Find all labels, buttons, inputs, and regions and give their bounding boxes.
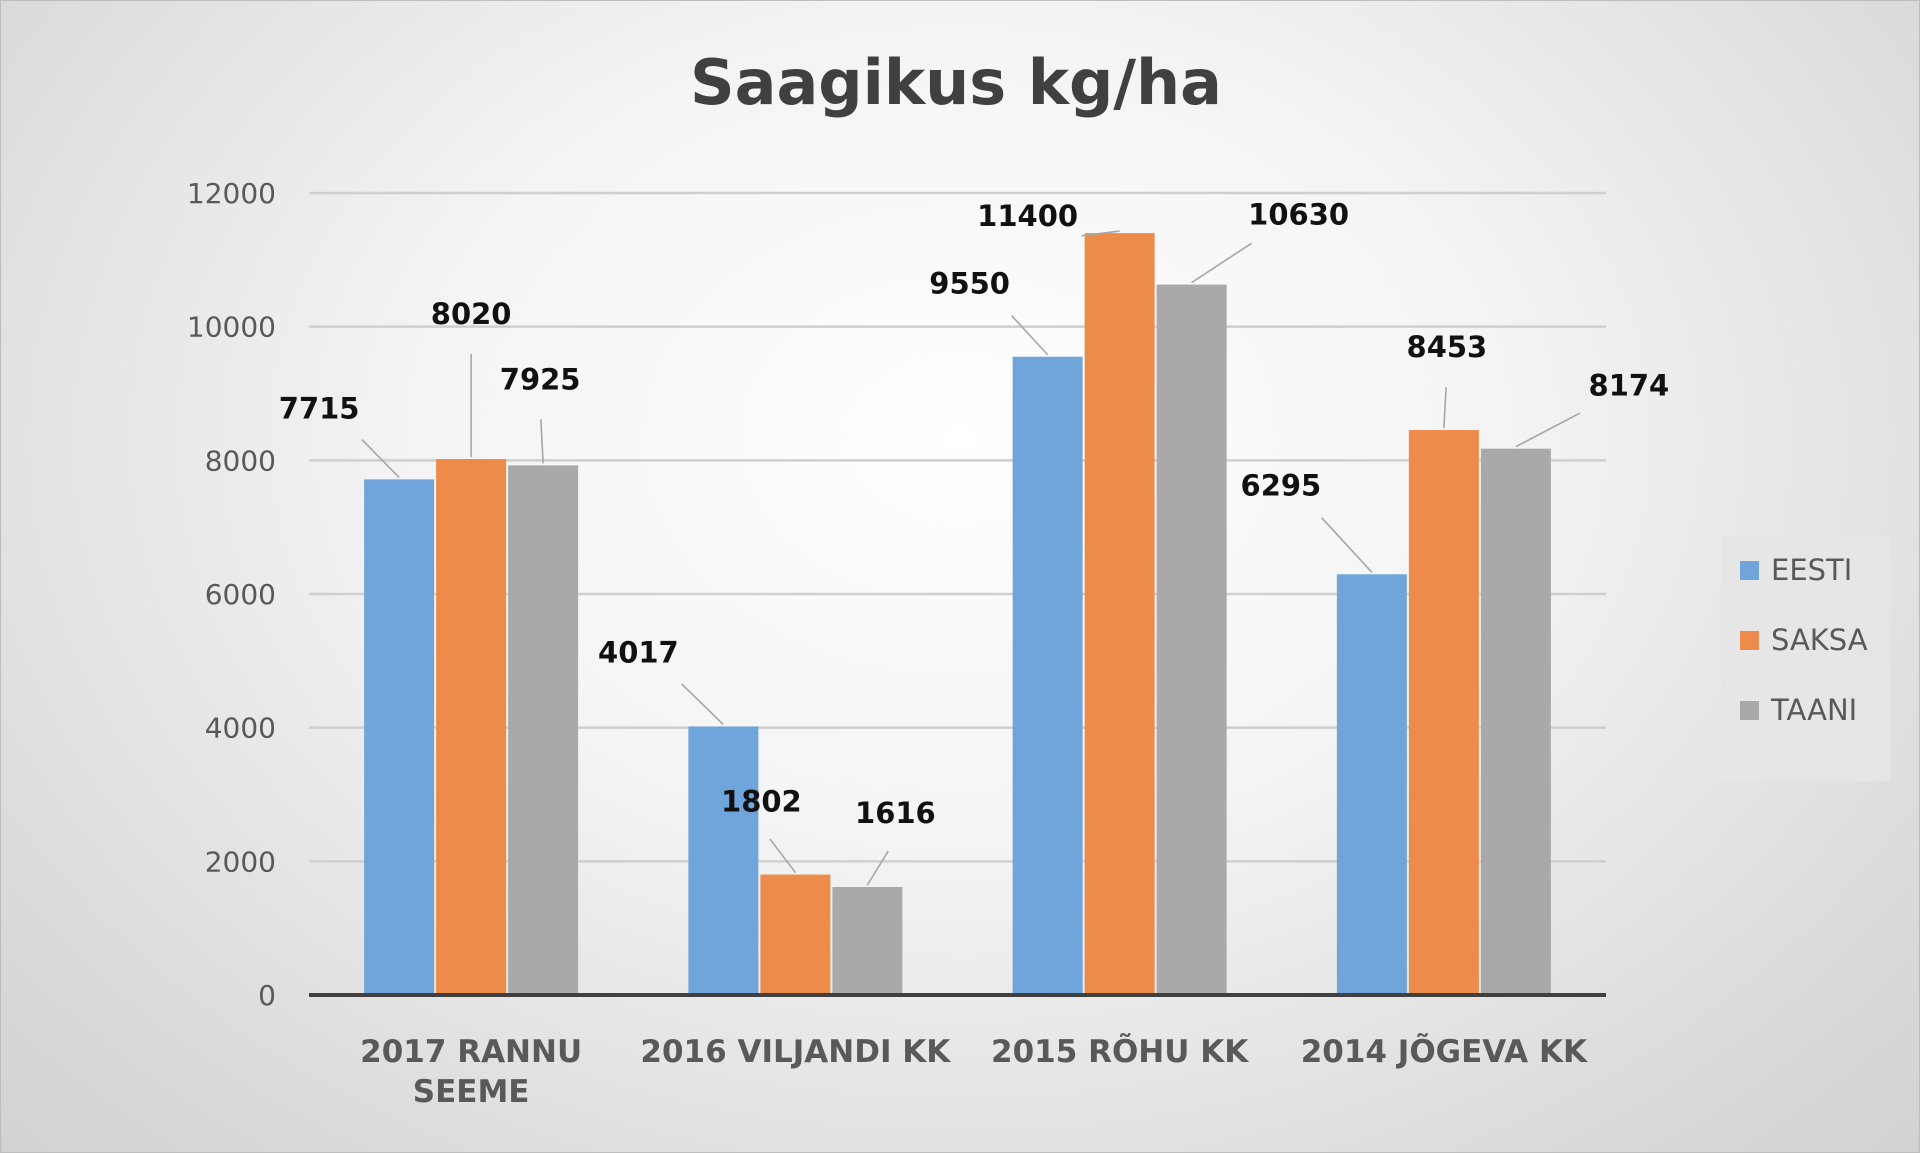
data-label: 10630: [1248, 198, 1349, 232]
data-label: 11400: [977, 199, 1078, 233]
bar-eesti: [1012, 356, 1083, 995]
data-label-leaders: [361, 230, 1581, 886]
y-tick-label: 10000: [187, 311, 276, 344]
legend-label-eesti: EESTI: [1771, 553, 1852, 587]
data-label-leader: [1011, 315, 1049, 356]
y-tick-label: 0: [258, 979, 276, 1012]
bar-taani: [508, 465, 579, 995]
bar-saksa: [436, 458, 507, 995]
data-label-leader: [769, 838, 797, 874]
x-tick-label: 2014 JÕGEVA KK: [1301, 1033, 1588, 1070]
data-label: 7715: [279, 391, 360, 425]
data-label-leader: [680, 683, 724, 726]
bar-saksa: [1408, 430, 1479, 995]
data-label: 8453: [1407, 330, 1488, 364]
y-tick-label: 4000: [205, 712, 276, 745]
bar-taani: [1156, 284, 1227, 996]
x-tick-label: 2016 VILJANDI KK: [640, 1034, 951, 1070]
bar-taani: [1480, 448, 1551, 995]
y-tick-label: 8000: [205, 444, 276, 477]
legend-label-taani: TAANI: [1770, 693, 1857, 727]
data-label-leader: [1443, 386, 1447, 429]
data-label-leader: [1515, 412, 1581, 448]
legend-swatch-taani: [1740, 701, 1759, 720]
axes: 0 2000 4000 6000 8000 10000 12000 2017 RANNU SEE…: [187, 177, 1606, 1110]
data-label: 8020: [431, 297, 512, 331]
data-label-leader: [1321, 517, 1373, 573]
data-label: 7925: [500, 362, 581, 396]
data-label-leader: [1191, 242, 1252, 284]
data-label-leader: [1081, 230, 1120, 237]
data-labels: 7715 4017 9550 6295 8020 1802 11400 8453 7925 161…: [279, 198, 1669, 830]
y-tick-label: 6000: [205, 578, 276, 611]
y-tick-label: 2000: [205, 845, 276, 878]
data-label: 1616: [855, 796, 936, 830]
chart-title: Saagikus kg/ha: [690, 46, 1222, 119]
x-tick-label: 2015 RÕHU KK: [991, 1033, 1249, 1070]
x-tick-label: 2017 RANNU SEEME: [360, 1034, 582, 1110]
data-label: 4017: [598, 636, 679, 670]
bar-taani: [832, 886, 903, 995]
bar-eesti: [1336, 574, 1407, 995]
legend: EESTI SAKSA TAANI: [1721, 536, 1891, 781]
bar-eesti: [364, 479, 435, 995]
bars: [364, 233, 1551, 996]
bar-saksa: [760, 874, 831, 995]
legend-swatch-saksa: [1740, 631, 1759, 650]
data-label: 9550: [929, 267, 1010, 301]
legend-swatch-eesti: [1740, 561, 1759, 580]
y-tick-label: 12000: [187, 177, 276, 210]
data-label: 6295: [1241, 468, 1322, 502]
data-label: 8174: [1589, 369, 1670, 403]
data-label: 1802: [721, 785, 802, 819]
data-label-leader: [361, 439, 400, 478]
bar-saksa: [1084, 233, 1155, 996]
data-label-leader: [866, 850, 889, 886]
legend-label-saksa: SAKSA: [1771, 623, 1868, 657]
data-label-leader: [540, 419, 544, 464]
bar-eesti: [688, 726, 759, 995]
